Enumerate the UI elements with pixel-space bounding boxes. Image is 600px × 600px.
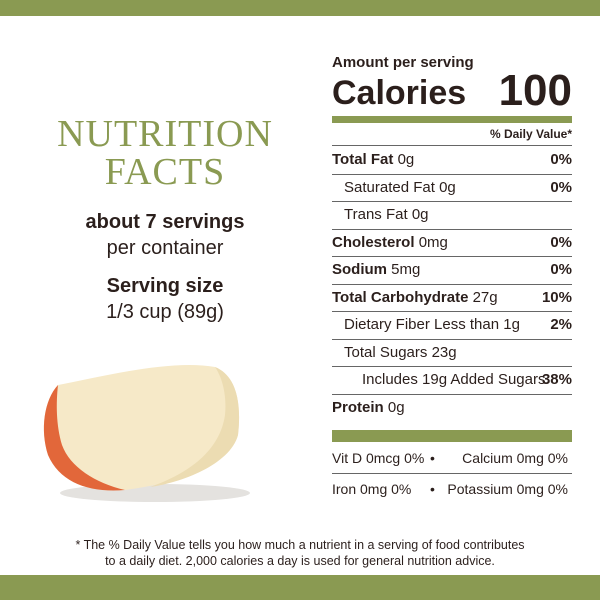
daily-value: 0% [550,151,572,168]
nutrient-amount: 5mg [391,261,421,278]
nutrient-line: Cholesterol 0mg [332,229,448,257]
nutrient-name: Total Carbohydrate [332,288,469,306]
nutrient-name: Trans Fat [344,206,408,223]
bottom-band [0,575,600,600]
nutrient-row: Cholesterol 0mg 0% [332,229,572,257]
top-band [0,0,600,16]
serving-size: 1/3 cup (89g) [106,301,224,323]
nutrient-name: Cholesterol [332,233,415,251]
nutrient-line: Total Sugars 23g [344,339,457,367]
nutrient-line: Total Fat 0g [332,146,414,174]
nutrient-row: Sodium 5mg 0% [332,256,572,285]
nutrient-row: Total Carbohydrate 27g 10% [332,284,572,312]
daily-value: 10% [541,288,572,306]
daily-value-header: % Daily Value* [489,127,572,141]
nutrient-line: Dietary Fiber Less than 1g [344,311,520,339]
serving-size-label: Serving size [106,275,224,297]
nutrient-line: Saturated Fat 0g [344,174,456,202]
nutrient-amount: 0g [387,398,405,416]
bullet-separator: • [430,450,435,466]
bullet-separator: • [430,481,435,497]
daily-value: 38% [541,371,572,388]
vitamin: Iron 0mg 0% [332,481,412,497]
nutrient-line: Trans Fat 0g [344,201,429,229]
calories-label: Calories [332,74,467,112]
title: NUTRITION [57,113,273,155]
daily-value: 2% [550,316,572,333]
nutrient-row: Includes 19g Added Sugars 38% [332,366,572,395]
amount-per-serving: Amount per serving [332,54,474,71]
nutrient-amount: 27g [472,288,498,306]
nutrient-name: Dietary Fiber [344,316,430,333]
vitamin: Potassium 0mg 0% [447,481,568,497]
nutrient-amount: 0g [411,206,429,223]
vitamin-row: Vit D 0mcg 0% • Calcium 0mg 0% [332,443,572,474]
vitamin-row: Iron 0mg 0% • Potassium 0mg 0% [332,474,572,504]
nutrient-amount: 23g [431,343,457,361]
footnote: to a daily diet. 2,000 calories a day is… [105,554,495,568]
rule [332,145,572,146]
divider [332,430,572,442]
divider [332,116,572,123]
nutrient-amount: 0g [397,151,415,168]
calories-value: 100 [498,66,572,115]
apple-illustration [43,364,250,502]
servings-unit: per container [106,237,224,259]
nutrient-row: Total Sugars 23g [332,339,572,367]
nutrient-line: Protein 0g [332,394,405,422]
nutrient-amount: 0g [439,178,456,196]
nutrient-line: Total Carbohydrate 27g [332,284,498,312]
nutrient-name: Total Sugars [344,343,428,361]
servings: about 7 servings [85,211,245,233]
nutrient-name: Includes 19g Added Sugars [362,371,546,388]
nutrient-row: Protein 0g [332,394,572,422]
nutrient-name: Protein [332,398,384,416]
nutrient-line: Includes 19g Added Sugars [362,366,545,394]
vitamin: Vit D 0mcg 0% [332,450,425,466]
daily-value: 0% [550,233,572,251]
nutrient-row: Dietary Fiber Less than 1g 2% [332,311,572,340]
title: FACTS [104,151,226,193]
nutrient-amount: 0mg [418,233,448,251]
nutrient-row: Total Fat 0g 0% [332,146,572,175]
nutrient-row: Saturated Fat 0g 0% [332,174,572,202]
nutrient-name: Sodium [332,261,387,278]
nutrient-name: Total Fat [332,151,394,168]
nutrient-name: Saturated Fat [344,178,435,196]
daily-value: 0% [550,178,572,196]
vitamin: Calcium 0mg 0% [462,450,568,466]
nutrient-line: Sodium 5mg [332,256,420,284]
footnote: * The % Daily Value tells you how much a… [75,538,525,552]
nutrient-row: Trans Fat 0g [332,201,572,230]
nutrient-amount: Less than 1g [434,316,520,333]
daily-value: 0% [550,261,572,278]
